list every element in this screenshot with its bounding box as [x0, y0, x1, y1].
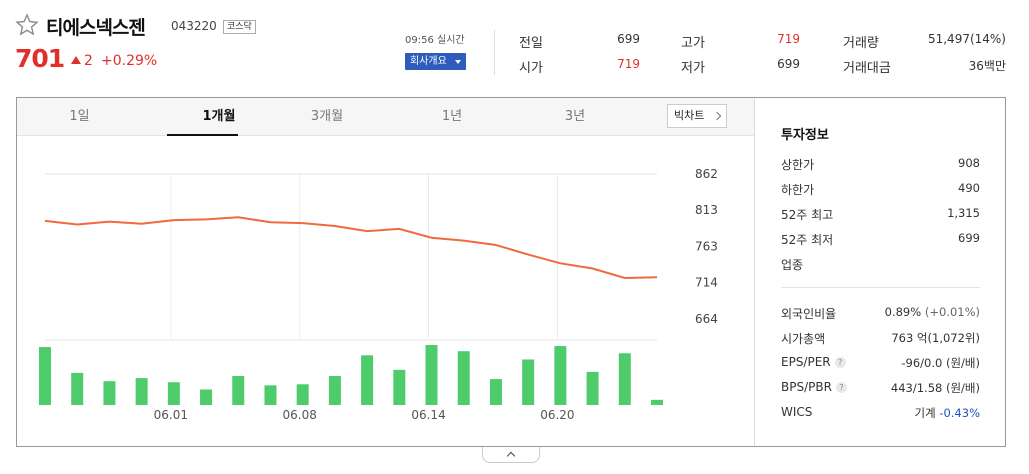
x-tick-label: 06.01 — [154, 408, 188, 422]
market-cap-value: 763 억(1,072위) — [891, 331, 980, 345]
volume-bar — [264, 385, 277, 405]
volume-bar — [167, 382, 180, 405]
y-tick-label: 664 — [695, 312, 718, 326]
volume-value: 51,497(14%) — [927, 32, 1006, 46]
volume-bar — [361, 355, 374, 405]
volume-bar — [425, 345, 438, 405]
high52-value: 1,315 — [947, 206, 980, 220]
sector-label: 업종 — [781, 258, 804, 272]
foreign-ratio: 0.89% (+0.01%) — [860, 305, 980, 319]
volume-bar — [651, 399, 663, 405]
x-tick-label: 06.14 — [411, 408, 445, 422]
wics-sector[interactable]: 기계 — [914, 406, 936, 420]
x-tick-label: 06.08 — [283, 408, 317, 422]
prev-close-value: 699 — [617, 32, 640, 46]
chart-divider — [754, 98, 755, 446]
foreign-ratio-change: (+0.01%) — [924, 305, 980, 319]
market-badge: 코스닥 — [223, 20, 256, 34]
market-cap-label: 시가총액 — [781, 332, 826, 346]
volume-bar — [232, 376, 245, 405]
stock-name: 티에스넥스젠 — [46, 17, 146, 39]
invest-divider — [781, 287, 980, 288]
big-chart-button[interactable]: 빅차트 — [667, 104, 727, 128]
volume-bar — [489, 379, 502, 405]
low52-label: 52주 최저 — [781, 233, 834, 247]
open-label: 시가 — [519, 61, 543, 76]
volume-bar — [457, 351, 470, 405]
volume-label: 거래량 — [843, 36, 879, 51]
x-tick-label: 06.20 — [540, 408, 574, 422]
upper-limit-label: 상한가 — [781, 158, 815, 172]
volume-bar — [522, 359, 535, 405]
volume-bar — [135, 378, 148, 405]
tab-3y[interactable]: 3년 — [564, 109, 586, 124]
prev-close-label: 전일 — [519, 36, 543, 51]
chevron-up-icon — [506, 451, 516, 461]
upper-limit-value: 908 — [958, 156, 980, 170]
up-arrow-icon — [71, 56, 81, 64]
volume-bar — [618, 353, 631, 405]
wics: 기계 -0.43% — [860, 405, 980, 421]
lower-limit-label: 하한가 — [781, 183, 815, 197]
volume-bar — [296, 384, 309, 405]
stock-code: 043220 — [171, 19, 217, 33]
tab-1d[interactable]: 1일 — [69, 109, 90, 124]
low52-value: 699 — [958, 231, 980, 245]
bps-pbr: BPS/PBR? — [781, 380, 847, 394]
volume-bar — [393, 369, 406, 405]
eps-per: EPS/PER? — [781, 355, 846, 369]
high-value: 719 — [777, 32, 800, 46]
help-icon[interactable]: ? — [835, 382, 847, 393]
high-label: 고가 — [681, 36, 705, 51]
y-tick-label: 862 — [695, 167, 718, 181]
invest-info-title: 투자정보 — [781, 128, 829, 143]
volume-bar — [554, 346, 567, 405]
volume-bar — [328, 376, 341, 405]
price-chart[interactable]: 862 813 763 714 664 06.01 06.08 06.14 06.20 — [17, 137, 754, 437]
help-icon[interactable]: ? — [834, 357, 846, 368]
y-tick-label: 714 — [695, 275, 718, 289]
change-amount: 2 — [84, 53, 93, 69]
wics-label: WICS — [781, 405, 813, 419]
open-value: 719 — [617, 57, 640, 71]
tab-1m[interactable]: 1개월 — [202, 109, 236, 124]
eps-per-value: -96/0.0 (원/배) — [901, 356, 980, 370]
bps-pbr-value: 443/1.58 (원/배) — [890, 381, 980, 395]
volume-bar — [103, 381, 116, 405]
realtime-label: 09:56 실시간 — [405, 35, 465, 46]
company-overview-button[interactable]: 회사개요 — [405, 53, 466, 70]
foreign-ratio-label: 외국인비율 — [781, 307, 837, 321]
trade-value-value: 36백만 — [968, 59, 1006, 73]
tab-1y[interactable]: 1년 — [441, 109, 463, 124]
volume-bar — [71, 372, 84, 405]
y-tick-label: 813 — [695, 203, 718, 217]
volume-bar — [200, 389, 213, 405]
y-tick-label: 763 — [695, 240, 718, 254]
favorite-star-icon[interactable] — [15, 13, 39, 37]
volume-bar — [39, 347, 51, 405]
caret-down-icon — [455, 60, 461, 64]
change-percent: +0.29% — [101, 53, 158, 69]
big-chart-label: 빅차트 — [674, 109, 705, 122]
eps-per-label: EPS/PER — [781, 355, 831, 369]
chart-panel — [16, 97, 1006, 447]
period-tabs: 1일 1개월 3개월 1년 3년 — [17, 98, 754, 136]
wics-change: -0.43% — [939, 406, 980, 420]
tab-3m[interactable]: 3개월 — [310, 109, 344, 124]
current-price: 701 — [15, 44, 65, 73]
high52-label: 52주 최고 — [781, 208, 834, 222]
lower-limit-value: 490 — [958, 181, 980, 195]
volume-bar — [586, 371, 599, 405]
bps-pbr-label: BPS/PBR — [781, 380, 832, 394]
low-label: 저가 — [681, 61, 705, 76]
trade-value-label: 거래대금 — [843, 61, 891, 76]
chevron-right-icon — [712, 111, 722, 121]
company-overview-label: 회사개요 — [410, 56, 447, 67]
low-value: 699 — [777, 57, 800, 71]
header-divider — [494, 30, 495, 75]
foreign-ratio-value: 0.89% — [884, 305, 922, 319]
price-line — [44, 216, 658, 280]
collapse-toggle[interactable] — [482, 447, 540, 463]
active-tab-indicator — [167, 134, 238, 136]
